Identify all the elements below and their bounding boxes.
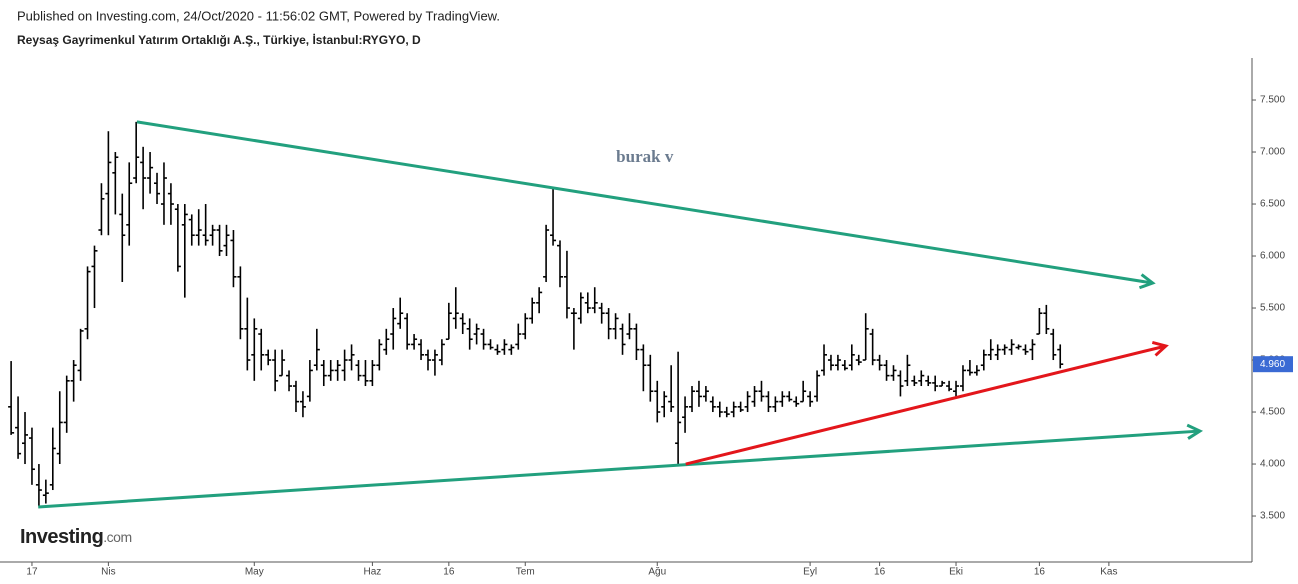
y-tick-label: 3.500 [1260, 511, 1285, 522]
x-tick-label: Eyl [803, 567, 817, 578]
y-tick-label: 6.500 [1260, 199, 1285, 210]
y-tick-label: 7.500 [1260, 95, 1285, 106]
x-tick-label: Tem [516, 567, 535, 578]
y-tick-label: 6.000 [1260, 251, 1285, 262]
x-tick-label: Nis [101, 567, 115, 578]
trend-line [685, 344, 1167, 466]
annotation: burak v [616, 147, 674, 166]
x-tick-label: Kas [1100, 567, 1117, 578]
chart-title: Reysaş Gayrimenkul Yatırım Ortaklığı A.Ş… [17, 32, 421, 47]
arrow-head [1138, 273, 1156, 290]
arrow-head [1186, 423, 1204, 440]
logo-brand: Investing [20, 526, 103, 548]
arrow-head [1151, 340, 1169, 357]
x-tick-label: 17 [26, 567, 38, 578]
last-price-label: 4.960 [1260, 359, 1285, 370]
logo-suffix: .com [103, 529, 131, 545]
x-tick-label: 16 [1034, 567, 1046, 578]
x-tick-label: 16 [443, 567, 455, 578]
last-price-box [1253, 356, 1293, 373]
trend-line [38, 429, 1200, 509]
x-tick-label: May [245, 567, 264, 578]
y-tick-label: 4.500 [1260, 407, 1285, 418]
published-note: Published on Investing.com, 24/Oct/2020 … [17, 8, 500, 23]
x-tick-label: Ağu [648, 567, 666, 578]
x-tick-label: Eki [949, 567, 963, 578]
x-tick-label: Haz [364, 567, 382, 578]
trend-line [136, 120, 1153, 285]
y-tick-label: 4.000 [1260, 459, 1285, 470]
x-tick-label: 16 [874, 567, 886, 578]
y-tick-label: 7.000 [1260, 147, 1285, 158]
logo: Investing.com [20, 526, 132, 548]
y-tick-label: 5.500 [1260, 303, 1285, 314]
